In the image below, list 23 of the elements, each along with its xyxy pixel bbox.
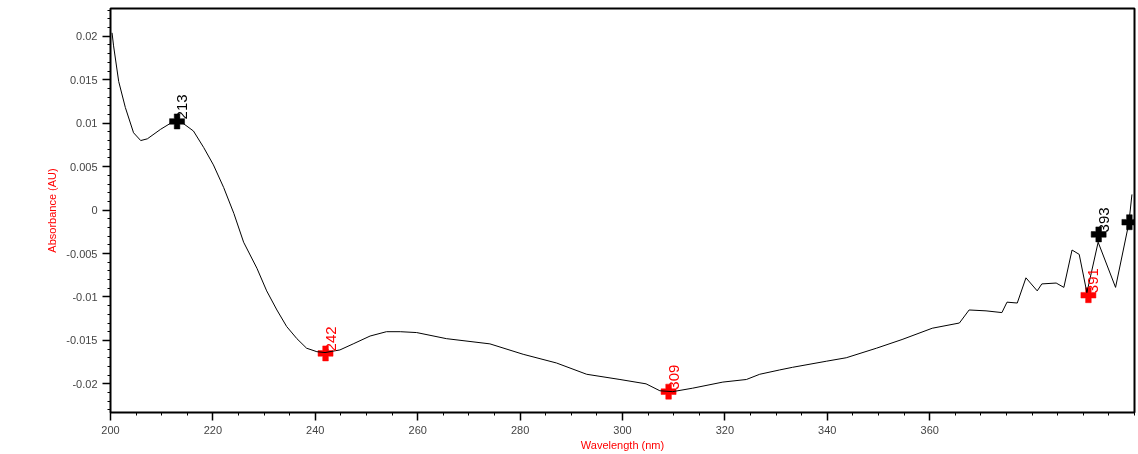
y-tick-label: 0.01 (76, 117, 98, 130)
y-tick-label: -0.005 (66, 247, 98, 260)
annotation: 242 (321, 326, 339, 352)
annotation: 393 (1094, 207, 1112, 233)
x-tick-label: 200 (101, 423, 120, 436)
y-tick-label: 0.02 (76, 30, 98, 43)
x-tick-label: 300 (613, 423, 632, 436)
x-axis-title: Wavelength (nm) (580, 438, 665, 451)
x-tick-label: 340 (818, 423, 837, 436)
x-tick-label: 240 (306, 423, 325, 436)
y-tick-label: -0.015 (66, 334, 98, 347)
annotation: 391 (1084, 268, 1102, 294)
y-tick-label: -0.02 (72, 377, 98, 390)
y-tick-label: 0 (91, 204, 98, 217)
x-tick-label: 320 (715, 423, 735, 436)
x-tick-label: 260 (408, 423, 427, 436)
x-tick-label: 280 (510, 423, 530, 436)
y-tick-label: -0.01 (72, 290, 98, 303)
y-tick-label: 0.015 (69, 73, 98, 86)
y-tick-label: 0.005 (69, 160, 98, 173)
y-axis-title: Absorbance (AU) (46, 168, 59, 253)
x-tick-label: 360 (920, 423, 939, 436)
x-tick-label: 220 (203, 423, 223, 436)
